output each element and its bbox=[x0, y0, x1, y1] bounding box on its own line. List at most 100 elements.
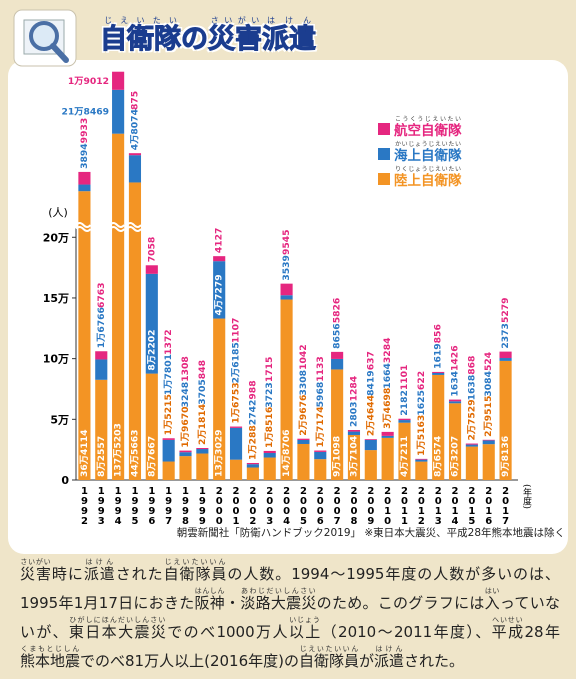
value-label: 2万9515 bbox=[483, 396, 494, 437]
ruby-text: はい bbox=[484, 587, 500, 595]
bar-segment bbox=[331, 369, 344, 480]
value-label: 3705 bbox=[197, 379, 208, 405]
value-label: 9万1098 bbox=[332, 436, 343, 477]
bar-segment bbox=[314, 450, 327, 452]
value-label: 1101 bbox=[399, 365, 410, 391]
bar-segment bbox=[381, 431, 394, 436]
bar-segment bbox=[482, 440, 495, 445]
value-label: 1619 bbox=[433, 343, 444, 369]
ruby-word: 平成へいせい bbox=[492, 616, 525, 641]
word: 自衛隊員 bbox=[163, 565, 228, 583]
value-label: 1万7801 bbox=[163, 354, 174, 395]
value-label: 1万6766 bbox=[96, 307, 107, 348]
text: でのべ1000万人 bbox=[167, 623, 289, 641]
value-label: 2万7529 bbox=[466, 399, 477, 440]
value-label: 2803 bbox=[348, 401, 359, 427]
value-label: 14万8706 bbox=[281, 429, 292, 477]
x-tick-label: 1993 bbox=[96, 486, 107, 526]
ruby-word: 阪神はんしん bbox=[194, 587, 226, 612]
legend-label: 海上自衛隊 bbox=[394, 147, 462, 164]
x-tick-label: 2000 bbox=[214, 486, 225, 526]
value-label: 868 bbox=[466, 356, 477, 375]
ruby-word: 自衛隊員じえいたいいん bbox=[163, 558, 228, 583]
bar-segment bbox=[381, 437, 394, 480]
y-tick-label: 10万 bbox=[43, 353, 69, 366]
bar-segment bbox=[263, 453, 276, 458]
bar-segment bbox=[95, 379, 108, 480]
value-label: 5826 bbox=[332, 298, 343, 324]
bar-segment bbox=[128, 153, 142, 156]
x-tick-label: 2005 bbox=[298, 486, 309, 526]
bar-segment bbox=[246, 467, 259, 480]
bar-segment bbox=[78, 191, 91, 480]
value-label: 524 bbox=[483, 352, 494, 371]
bar-segment bbox=[415, 458, 428, 460]
bar-segment bbox=[331, 358, 344, 370]
word: 阪神 bbox=[194, 594, 226, 612]
bar-segment bbox=[196, 448, 209, 450]
bar-segment bbox=[499, 358, 512, 361]
bar-segment bbox=[347, 434, 361, 480]
value-label: 137万5203 bbox=[113, 423, 124, 477]
value-label: 1133 bbox=[315, 356, 326, 382]
value-label: 3539 bbox=[281, 255, 292, 281]
bar-segment bbox=[499, 351, 512, 359]
ruby-text: はけん bbox=[374, 645, 405, 653]
ruby-word: 東日本大震災ひがしにほんだいしんさい bbox=[69, 616, 167, 641]
bar-segment bbox=[263, 450, 276, 454]
value-label: 7058 bbox=[146, 237, 157, 263]
ruby-text: さいがい bbox=[208, 16, 262, 25]
bar-segment bbox=[162, 439, 175, 462]
bar-segment bbox=[465, 446, 478, 480]
ruby-text: じえいたい bbox=[100, 16, 181, 25]
bar-segment bbox=[95, 351, 108, 360]
ruby-text: へいせい bbox=[491, 616, 524, 624]
value-label: 1万6753 bbox=[231, 382, 242, 423]
value-label: 3723 bbox=[264, 382, 275, 408]
bar-segment bbox=[229, 459, 243, 480]
icon bbox=[13, 9, 77, 67]
ruby-word: 淡路大震災あわじだいしんさい bbox=[240, 587, 316, 612]
text: された bbox=[115, 565, 164, 583]
value-label: 848 bbox=[197, 360, 208, 379]
bar-segment bbox=[314, 451, 327, 460]
title: 自衛隊じえいたいの災害さいがい派遣はけん bbox=[100, 16, 317, 56]
x-tick-label: 2002 bbox=[247, 486, 258, 526]
x-tick-label: 2007 bbox=[332, 486, 343, 526]
value-label: 1107 bbox=[231, 318, 242, 344]
value-label: 3894 bbox=[79, 143, 90, 169]
ruby-text: ひがしにほんだいしんさい bbox=[68, 616, 166, 624]
value-label: 2742 bbox=[247, 400, 258, 426]
value-label: 856 bbox=[433, 324, 444, 343]
value-label: 8万2202 bbox=[146, 329, 157, 370]
value-label: 3084 bbox=[483, 371, 494, 397]
value-label: 8万6574 bbox=[433, 436, 444, 477]
x-tick-label: 2008 bbox=[348, 486, 359, 526]
x-tick-label: 2010 bbox=[382, 486, 393, 526]
bar-segment bbox=[95, 359, 108, 380]
word: 自衛隊 bbox=[100, 24, 182, 56]
break-mark bbox=[109, 222, 125, 232]
legend-label: 陸上自衛隊 bbox=[394, 172, 462, 189]
x-tick-label: 2004 bbox=[281, 486, 292, 526]
legend-ruby: こうくうじえいたい bbox=[395, 116, 461, 123]
bar-segment bbox=[465, 443, 478, 445]
value-label: 622 bbox=[416, 371, 427, 390]
bar-segment bbox=[112, 133, 125, 480]
bar-segment bbox=[213, 318, 226, 480]
ruby-text: はけん bbox=[83, 558, 115, 566]
text: 28年 bbox=[524, 623, 560, 641]
ruby-text: さいがい bbox=[20, 558, 51, 566]
value-label: 1284 bbox=[348, 376, 359, 402]
x-tick-label: 2011 bbox=[399, 486, 410, 526]
value-label: 1426 bbox=[450, 345, 461, 371]
bar-segment bbox=[482, 444, 495, 480]
legend-ruby: かいじょうじえいたい bbox=[395, 141, 461, 148]
legend-ruby: りくじょうじえいたい bbox=[395, 166, 461, 173]
ruby-word: 自衛隊じえいたい bbox=[100, 16, 182, 56]
value-label: 4万8074 bbox=[129, 109, 140, 150]
bar-segment bbox=[297, 439, 310, 444]
bar-segment bbox=[432, 374, 445, 480]
value-label: 1372 bbox=[163, 329, 174, 355]
ruby-word: 自衛隊員じえいたいいん bbox=[299, 645, 359, 670]
